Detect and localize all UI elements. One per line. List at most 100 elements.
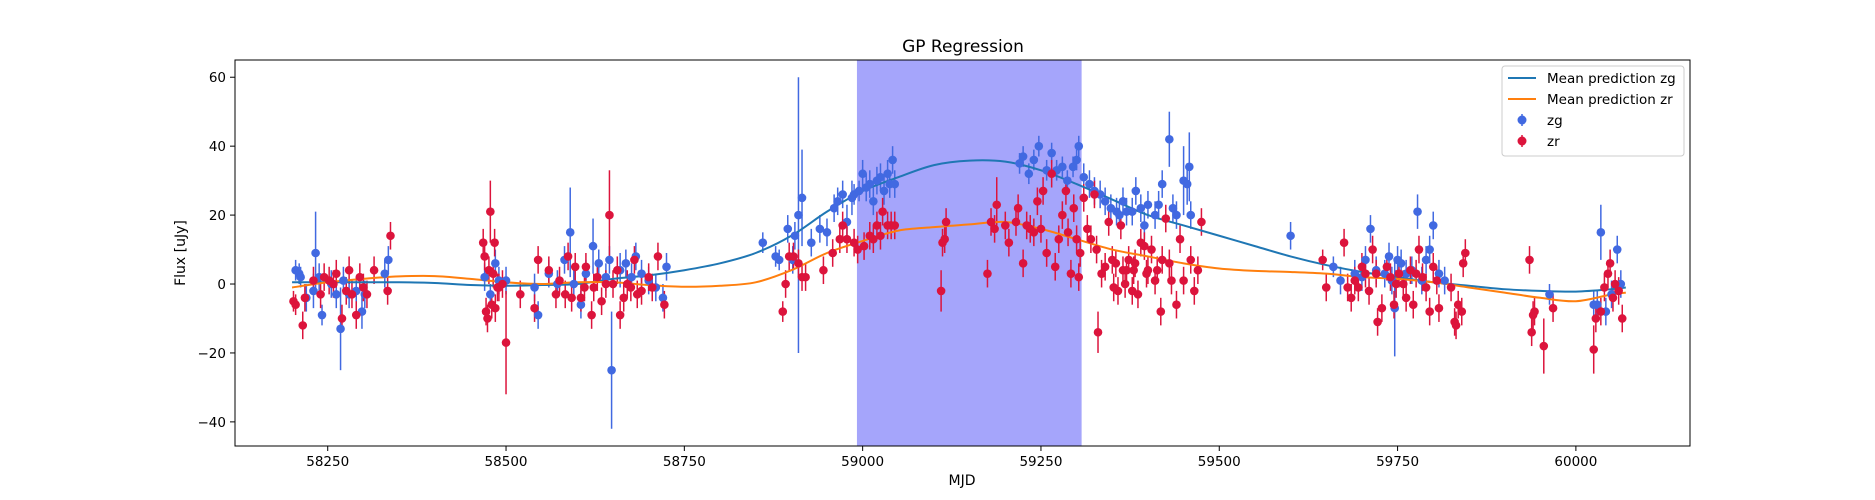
data-point-zg: [581, 269, 591, 278]
legend-label-zr: zr: [1547, 134, 1560, 150]
data-point-zr: [1197, 217, 1206, 227]
data-point-zr: [1608, 293, 1618, 303]
data-point-zg: [588, 241, 598, 251]
data-point-zr: [1133, 290, 1143, 299]
data-point-zr: [660, 300, 669, 309]
data-point-zg: [858, 169, 867, 179]
data-point-zr: [1457, 307, 1467, 316]
x-tick-label: 59250: [1019, 454, 1062, 470]
data-point-zg: [1592, 300, 1602, 309]
data-point-zr: [1172, 300, 1181, 309]
data-point-zg: [1329, 262, 1338, 272]
data-point-zr: [1011, 217, 1021, 227]
data-point-zg: [311, 248, 320, 258]
data-point-zg: [865, 179, 875, 189]
data-point-zg: [627, 272, 636, 282]
x-tick-label: 59750: [1376, 454, 1419, 470]
data-point-zr: [794, 259, 803, 268]
y-tick-label: 0: [217, 277, 226, 293]
data-point-zr: [490, 238, 499, 247]
data-point-zr: [1018, 259, 1028, 268]
data-point-zr: [351, 310, 361, 320]
data-point-zg: [594, 259, 604, 268]
legend-marker-zg: [1517, 114, 1527, 126]
data-point-zr: [362, 290, 372, 299]
data-point-zr: [1075, 248, 1085, 258]
data-point-zg: [1413, 207, 1422, 216]
data-point-zg: [794, 210, 803, 220]
data-point-zr: [1461, 248, 1470, 258]
data-point-zr: [1157, 255, 1167, 265]
data-point-zr: [1167, 276, 1176, 285]
data-point-zg: [530, 283, 539, 292]
data-point-zr: [486, 207, 495, 216]
data-point-zr: [1129, 265, 1138, 275]
data-point-zr: [515, 290, 525, 299]
data-point-zg: [339, 276, 348, 285]
data-point-zg: [1118, 197, 1128, 206]
legend: Mean prediction zg Mean prediction zr zg…: [1501, 65, 1685, 157]
data-point-zg: [1047, 148, 1056, 158]
data-point-zg: [533, 310, 543, 320]
data-point-zr: [1165, 259, 1174, 268]
data-point-zg: [1034, 141, 1044, 151]
data-point-zr: [563, 252, 573, 261]
data-point-zr: [986, 217, 996, 227]
data-point-zg: [869, 197, 878, 206]
data-point-zr: [1432, 276, 1442, 285]
data-point-zg: [1143, 200, 1153, 210]
data-point-zg: [1115, 210, 1124, 220]
data-point-zr: [1418, 272, 1427, 282]
data-point-zg: [1396, 259, 1406, 268]
data-point-zr: [1530, 307, 1539, 316]
data-point-zr: [1357, 262, 1367, 272]
data-point-zr: [1382, 262, 1392, 272]
data-point-zr: [1074, 272, 1084, 282]
data-point-zg: [1384, 252, 1394, 261]
data-point-zg: [888, 155, 897, 165]
data-point-zg: [621, 259, 631, 268]
data-point-zg: [576, 300, 586, 309]
data-point-zg: [1154, 200, 1163, 210]
data-point-zr: [488, 269, 498, 278]
data-point-zr: [337, 314, 347, 323]
data-point-zr: [1083, 224, 1092, 234]
data-point-zr: [859, 241, 869, 251]
data-point-zg: [1150, 210, 1160, 220]
data-point-zr: [1373, 317, 1382, 327]
x-tick-label: 59000: [841, 454, 884, 470]
data-point-zr: [1394, 269, 1404, 278]
data-point-zg: [309, 286, 318, 296]
data-point-zg: [336, 324, 345, 334]
data-point-zr: [1589, 345, 1599, 354]
data-point-zr: [1047, 169, 1056, 179]
data-point-zr: [1617, 314, 1627, 323]
axes-frame: [234, 59, 1691, 447]
data-point-zg: [491, 259, 500, 268]
data-point-zg: [1361, 255, 1370, 265]
data-point-zg: [1131, 186, 1141, 196]
data-point-zr: [555, 276, 564, 285]
data-point-zr: [355, 272, 365, 282]
data-point-zg: [1286, 231, 1295, 241]
data-point-zr: [1343, 283, 1352, 292]
data-point-zg: [1024, 169, 1034, 179]
data-point-zg: [1421, 255, 1431, 265]
data-point-zr: [331, 269, 341, 278]
legend-box: [1501, 65, 1685, 157]
data-point-zr: [1386, 272, 1395, 282]
data-point-zr: [1120, 279, 1130, 289]
data-point-zr: [1036, 224, 1046, 234]
data-point-zr: [1100, 262, 1110, 272]
data-point-zg: [317, 310, 327, 320]
data-point-zr: [570, 262, 580, 272]
data-point-zr: [1063, 228, 1073, 237]
data-point-zg: [662, 262, 671, 272]
data-point-zr: [1013, 203, 1023, 213]
data-point-zg: [822, 228, 832, 237]
data-point-zr: [1113, 286, 1123, 296]
y-tick-label: 40: [209, 139, 226, 155]
data-point-zr: [853, 245, 862, 254]
data-point-zr: [344, 265, 354, 275]
data-point-zg: [565, 228, 575, 237]
